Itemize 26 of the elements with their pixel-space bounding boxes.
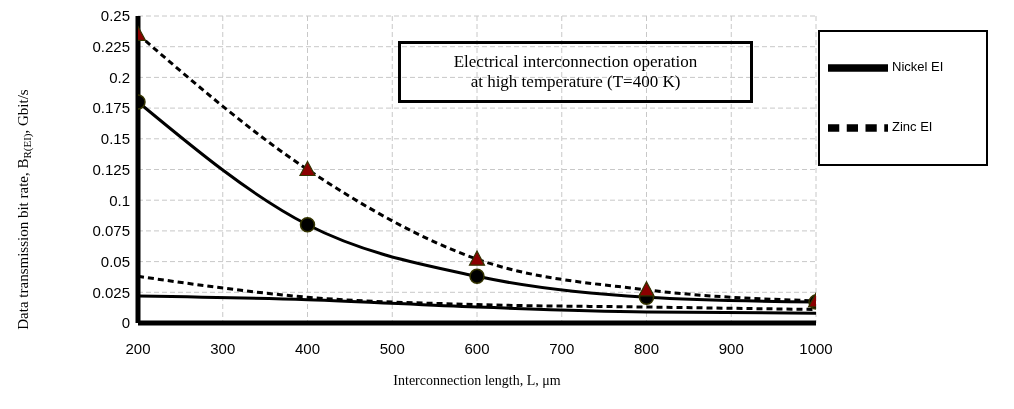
x-tick-label: 600 <box>464 339 490 357</box>
x-axis-title: Interconnection length, L, μm <box>393 373 561 388</box>
y-tick-label: 0.25 <box>100 7 130 25</box>
y-tick-label: 0.025 <box>92 283 130 301</box>
y-tick-label: 0.125 <box>92 160 130 178</box>
x-tick-label: 700 <box>549 339 575 357</box>
y-tick-label: 0.225 <box>92 38 130 56</box>
y-tick-label: 0.15 <box>100 130 130 148</box>
y-tick-label: 0 <box>121 314 130 332</box>
x-tick-label: 800 <box>633 339 660 357</box>
x-tick-label: 300 <box>210 339 236 357</box>
x-tick-label: 200 <box>125 339 151 357</box>
y-tick-label: 0.175 <box>92 99 130 117</box>
annotation: Electrical interconnection operation at high temperature (T=400 K) <box>398 41 753 103</box>
y-tick-label: 0.05 <box>100 252 130 270</box>
x-tick-label: 500 <box>379 339 405 357</box>
y-tick-label: 0.075 <box>92 222 130 240</box>
x-tick-label: 400 <box>294 339 321 357</box>
legend-label: Nickel EI <box>892 59 944 75</box>
x-tick-label: 1000 <box>799 339 833 357</box>
legend-label: Zinc EI <box>892 119 933 135</box>
y-tick-label: 0.2 <box>109 68 130 86</box>
x-tick-label: 900 <box>718 339 744 357</box>
y-tick-label: 0.1 <box>109 191 130 209</box>
point <box>299 217 316 233</box>
point <box>469 268 485 285</box>
